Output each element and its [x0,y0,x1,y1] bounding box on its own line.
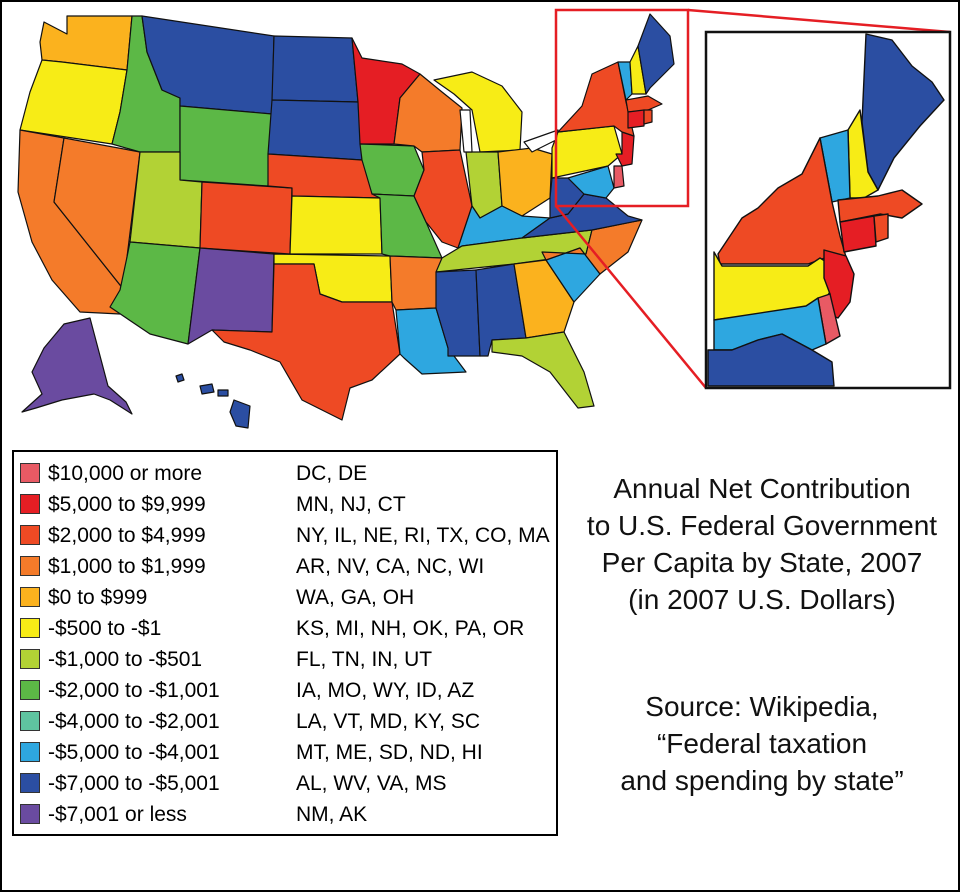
state-me [637,13,675,95]
legend-row: -$1,000 to -$501 FL, TN, IN, UT [20,644,550,675]
legend-range: -$7,000 to -$5,001 [48,772,220,795]
legend-row: -$500 to -$1 KS, MI, NH, OK, PA, OR [20,613,550,644]
legend-swatch [20,556,40,576]
state-nd [271,35,359,103]
map-title: Annual Net Contribution to U.S. Federal … [570,470,954,618]
legend-states: MN, NJ, CT [296,493,406,516]
state-ar [389,255,443,311]
state-ma [625,95,663,113]
state-md [567,165,615,199]
legend-row: -$2,000 to -$1,001 IA, MO, WY, ID, AZ [20,675,550,706]
legend-range: -$500 to -$1 [48,617,162,640]
legend-range: $5,000 to $9,999 [48,493,206,516]
legend-swatch [20,680,40,700]
inset-ny [717,137,849,265]
zoom-line-top [687,8,951,34]
legend-swatch [20,587,40,607]
legend-swatch [20,773,40,793]
legend-swatch [20,711,40,731]
source-note: Source: Wikipedia, “Federal taxation and… [570,688,954,799]
legend-row: $5,000 to $9,999 MN, NJ, CT [20,489,550,520]
state-hi-1 [175,373,185,383]
state-nm [187,247,275,345]
state-sd [267,99,363,161]
state-ct [627,109,645,129]
title-line: (in 2007 U.S. Dollars) [628,584,896,615]
legend-range: -$1,000 to -$501 [48,648,203,671]
legend-states: FL, TN, IN, UT [296,648,433,671]
legend-states: NM, AK [296,803,368,826]
legend-row: -$7,000 to -$5,001 AL, WV, VA, MS [20,768,550,799]
legend-swatch [20,618,40,638]
legend-range: -$5,000 to -$4,001 [48,741,220,764]
state-oh [497,147,553,217]
legend-states: DC, DE [296,462,368,485]
legend-row: $10,000 or more DC, DE [20,458,550,489]
state-hi-2 [199,383,215,395]
source-line: and spending by state” [620,765,904,796]
legend-range: -$4,000 to -$2,001 [48,710,220,733]
state-ri [643,109,653,125]
source-line: “Federal taxation [656,728,868,759]
legend-row: -$4,000 to -$2,001 LA, VT, MD, KY, SC [20,706,550,737]
state-il [413,149,473,249]
title-line: Annual Net Contribution [613,473,911,504]
legend-range: $0 to $999 [48,586,148,609]
title-line: Per Capita by State, 2007 [601,547,923,578]
legend-row: -$5,000 to -$4,001 MT, ME, SD, ND, HI [20,737,550,768]
legend-swatch [20,494,40,514]
legend-swatch [20,649,40,669]
state-ak [21,317,133,415]
zoom-line-bottom [555,205,707,389]
state-hi-3 [217,389,229,397]
source-line: Source: Wikipedia, [645,691,879,722]
legend-states: WA, GA, OH [296,586,415,609]
legend-swatch [20,804,40,824]
state-co [199,181,293,255]
legend-swatch [20,463,40,483]
inset-va [707,333,835,387]
legend-states: MT, ME, SD, ND, HI [296,741,483,764]
legend-swatch [20,525,40,545]
zoom-source-frame [554,8,690,208]
legend-row: $1,000 to $1,999 AR, NV, CA, NC, WI [20,551,550,582]
legend: $10,000 or more DC, DE $5,000 to $9,999 MN,… [12,450,558,836]
legend-row: $2,000 to $4,999 NY, IL, NE, RI, TX, CO, … [20,520,550,551]
northeast-inset [704,30,952,390]
legend-row: -$7,001 or less NM, AK [20,799,550,830]
legend-states: AR, NV, CA, NC, WI [296,555,485,578]
legend-range: -$7,001 or less [48,803,187,826]
legend-states: LA, VT, MD, KY, SC [296,710,481,733]
legend-range: -$2,000 to -$1,001 [48,679,220,702]
legend-range: $2,000 to $4,999 [48,524,206,547]
state-pa [551,125,623,179]
legend-swatch [20,742,40,762]
state-ks [289,195,383,255]
inset-ri [873,213,889,243]
state-de [613,165,625,189]
legend-states: KS, MI, NH, OK, PA, OR [296,617,525,640]
us-map [17,8,952,429]
state-tx [211,263,401,421]
legend-states: AL, WV, VA, MS [296,772,447,795]
state-or [19,59,128,145]
lake-michigan [459,109,473,153]
legend-states: NY, IL, NE, RI, TX, CO, MA [296,524,550,547]
title-line: to U.S. Federal Government [586,510,938,541]
legend-row: $0 to $999 WA, GA, OH [20,582,550,613]
state-hi-4 [229,399,251,429]
state-wy [179,105,273,187]
legend-states: IA, MO, WY, ID, AZ [296,679,475,702]
legend-range: $1,000 to $1,999 [48,555,206,578]
legend-range: $10,000 or more [48,462,203,485]
state-fl [491,331,595,409]
inset-ct [839,215,877,253]
